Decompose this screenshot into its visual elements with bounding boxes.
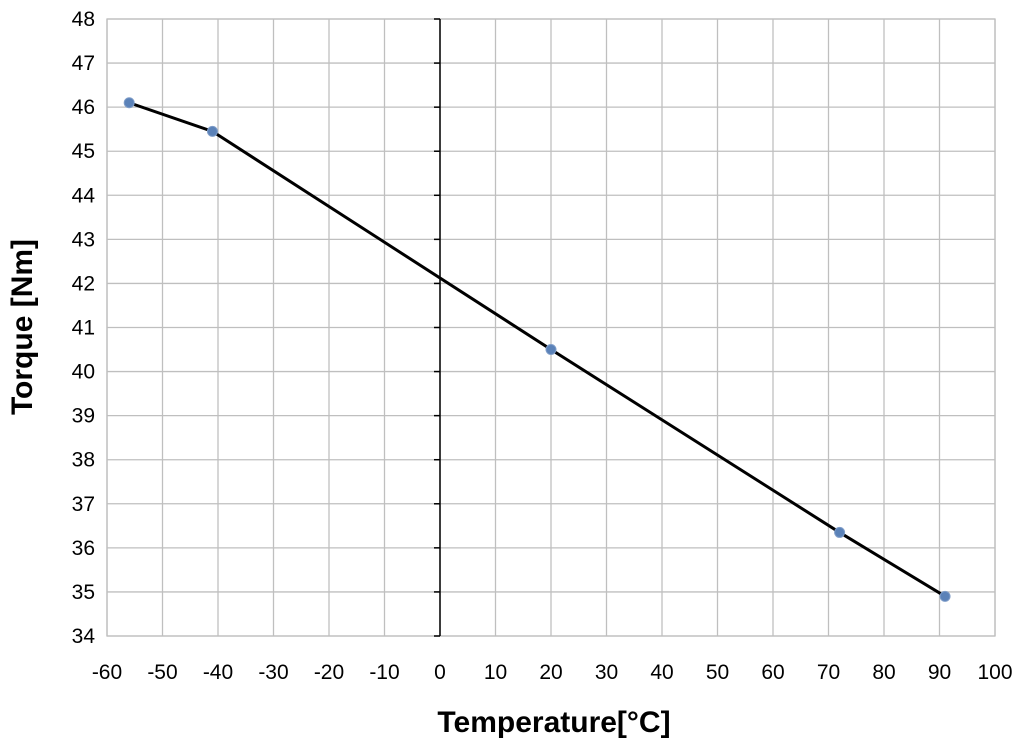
y-tick-label: 41 [72, 317, 95, 340]
x-tick-label: 0 [434, 661, 446, 684]
x-tick-label: -40 [203, 661, 233, 684]
data-point [123, 97, 135, 109]
tick-labels: -60 -50 -40 -30 -20 -10 0 10 20 30 40 50 60 70 80 90 100… [72, 8, 1013, 684]
x-tick-label: 80 [872, 661, 895, 684]
data-point [545, 344, 557, 356]
y-tick-label: 42 [72, 272, 95, 295]
axes [434, 18, 441, 637]
data-point [834, 526, 846, 538]
x-tick-label: 60 [761, 661, 784, 684]
y-tick-label: 40 [72, 361, 95, 384]
x-tick-label: 100 [977, 661, 1012, 684]
x-tick-label: 10 [484, 661, 507, 684]
y-tick-label: 43 [72, 228, 95, 251]
x-tick-label: -10 [369, 661, 399, 684]
x-tick-label: 30 [595, 661, 618, 684]
x-tick-label: -60 [92, 661, 122, 684]
x-tick-label: 90 [928, 661, 951, 684]
y-tick-label: 44 [72, 184, 96, 207]
x-tick-label: -30 [258, 661, 288, 684]
x-tick-label: 50 [706, 661, 729, 684]
y-tick-label: 45 [72, 140, 95, 163]
data-point [206, 125, 218, 137]
y-tick-label: 38 [72, 449, 95, 472]
x-tick-label: 40 [650, 661, 673, 684]
y-tick-label: 39 [72, 405, 95, 428]
y-tick-label: 36 [72, 537, 95, 560]
series-line [128, 101, 946, 598]
y-tick-label: 35 [72, 581, 95, 604]
y-tick-label: 48 [72, 8, 95, 31]
x-tick-label: 70 [817, 661, 840, 684]
y-axis-title: Torque [Nm] [6, 239, 39, 415]
x-tick-label: 20 [539, 661, 562, 684]
data-point [939, 590, 951, 602]
y-tick-label: 37 [72, 493, 95, 516]
y-tick-label: 34 [72, 625, 96, 648]
x-axis-title: Temperature[°C] [437, 706, 670, 739]
grid [106, 18, 996, 637]
series [123, 97, 951, 602]
y-tick-label: 46 [72, 96, 95, 119]
y-tick-label: 47 [72, 52, 95, 75]
x-tick-label: -50 [147, 661, 177, 684]
x-tick-label: -20 [314, 661, 344, 684]
